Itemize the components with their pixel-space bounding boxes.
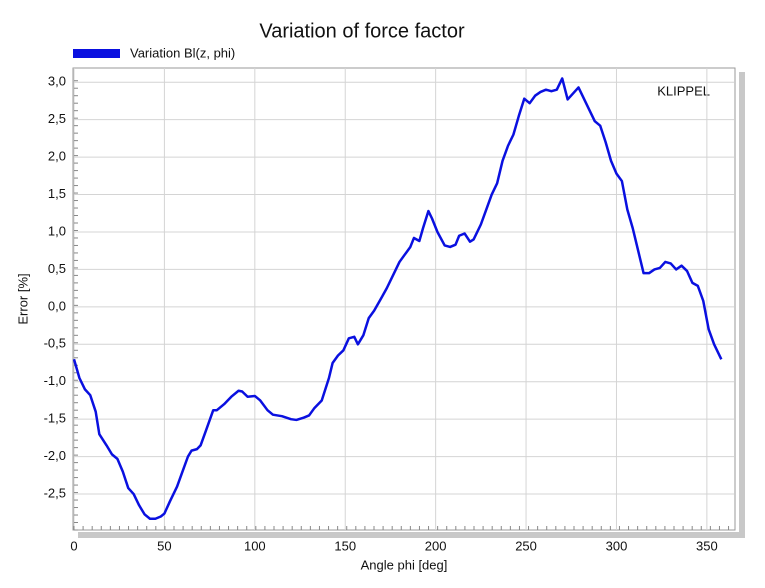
x-tick-label: 0 [70, 538, 77, 553]
annotation: KLIPPEL [657, 83, 710, 98]
x-tick-label: 200 [425, 538, 447, 553]
y-tick-label: -1,0 [44, 373, 66, 388]
y-axis-label: Error [%] [15, 273, 30, 324]
y-tick-label: 1,0 [48, 223, 66, 238]
data-line [72, 77, 723, 521]
plot-shadow [78, 532, 745, 538]
y-tick-label: -2,5 [44, 485, 66, 500]
y-tick-label: -0,5 [44, 336, 66, 351]
plot-shadow [739, 72, 745, 538]
y-tick-label: -1,5 [44, 411, 66, 426]
y-tick-label: 2,5 [48, 111, 66, 126]
legend-swatch [73, 49, 120, 58]
chart-title: Variation of force factor [259, 20, 465, 42]
x-tick-label: 300 [606, 538, 628, 553]
legend-label: Variation Bl(z, phi) [130, 45, 235, 60]
y-tick-label: 3,0 [48, 74, 66, 89]
x-tick-label: 150 [334, 538, 356, 553]
y-tick-label: -2,0 [44, 448, 66, 463]
x-axis-label: Angle phi [deg] [361, 557, 448, 572]
x-tick-label: 100 [244, 538, 266, 553]
x-tick-label: 350 [696, 538, 718, 553]
y-tick-label: 2,0 [48, 149, 66, 164]
x-tick-label: 250 [515, 538, 537, 553]
x-tick-label: 50 [157, 538, 171, 553]
y-tick-label: 0,5 [48, 261, 66, 276]
y-tick-label: 0,0 [48, 298, 66, 313]
plot-area [72, 67, 736, 531]
y-tick-label: 1,5 [48, 186, 66, 201]
